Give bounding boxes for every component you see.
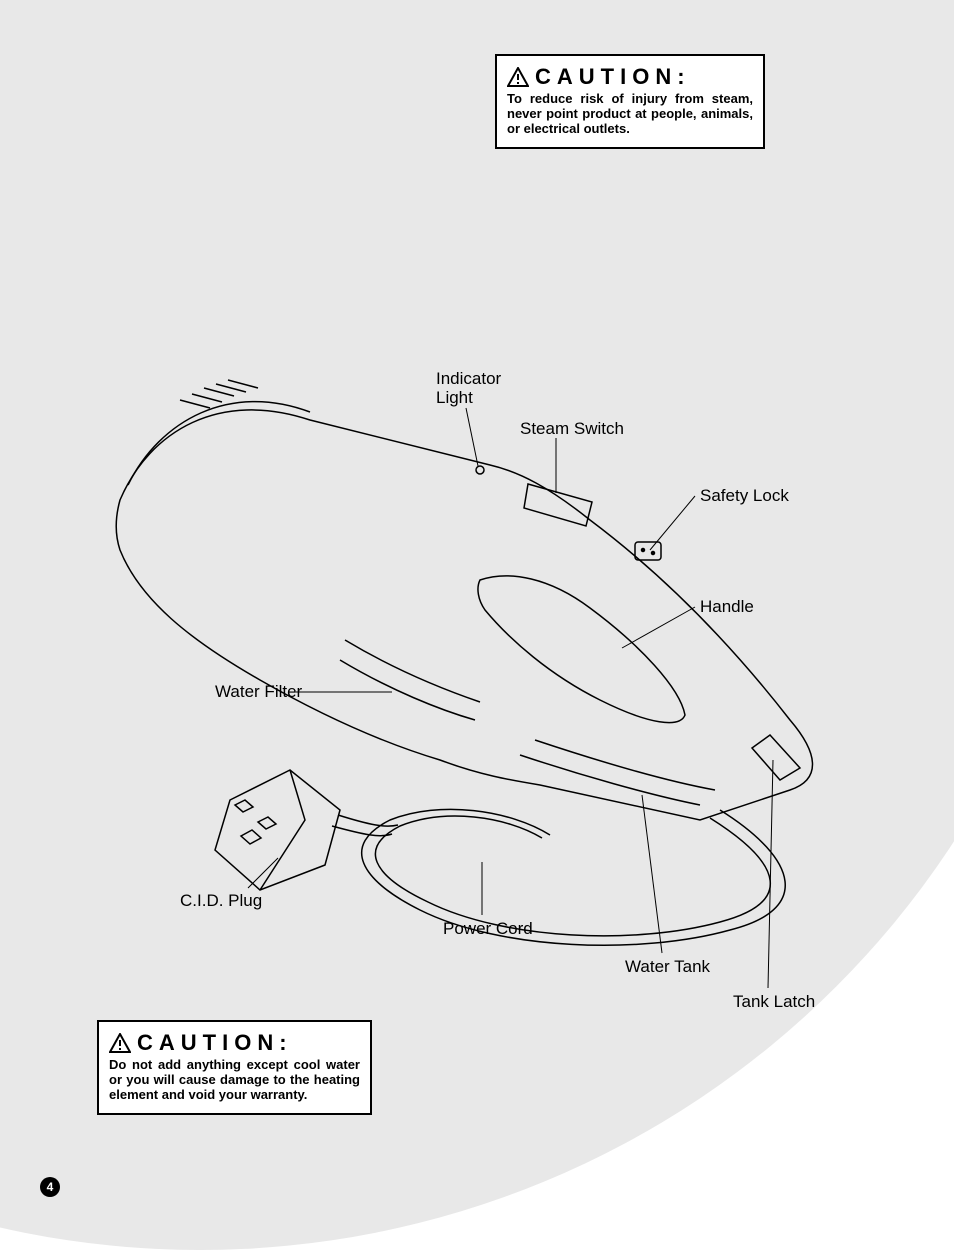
page-number: 4 — [40, 1177, 60, 1197]
label-tank-latch: Tank Latch — [733, 993, 815, 1012]
caution-title: CAUTION: — [535, 64, 691, 90]
caution-body: Do not add anything except cool water or… — [109, 1058, 360, 1103]
label-handle: Handle — [700, 598, 754, 617]
label-text: Light — [436, 388, 473, 407]
warning-icon — [507, 67, 529, 87]
label-water-filter: Water Filter — [215, 683, 302, 702]
caution-header: CAUTION: — [507, 64, 753, 90]
label-steam-switch: Steam Switch — [520, 420, 624, 439]
label-indicator-light: Indicator Light — [436, 370, 501, 407]
caution-header: CAUTION: — [109, 1030, 360, 1056]
label-cid-plug: C.I.D. Plug — [180, 892, 262, 911]
label-power-cord: Power Cord — [443, 920, 533, 939]
label-text: Indicator — [436, 369, 501, 388]
caution-title: CAUTION: — [137, 1030, 293, 1056]
warning-icon — [109, 1033, 131, 1053]
caution-box-bottom: CAUTION: Do not add anything except cool… — [97, 1020, 372, 1115]
caution-box-top: CAUTION: To reduce risk of injury from s… — [495, 54, 765, 149]
page-number-value: 4 — [47, 1180, 54, 1194]
label-safety-lock: Safety Lock — [700, 487, 789, 506]
caution-body: To reduce risk of injury from steam, nev… — [507, 92, 753, 137]
label-water-tank: Water Tank — [625, 958, 710, 977]
